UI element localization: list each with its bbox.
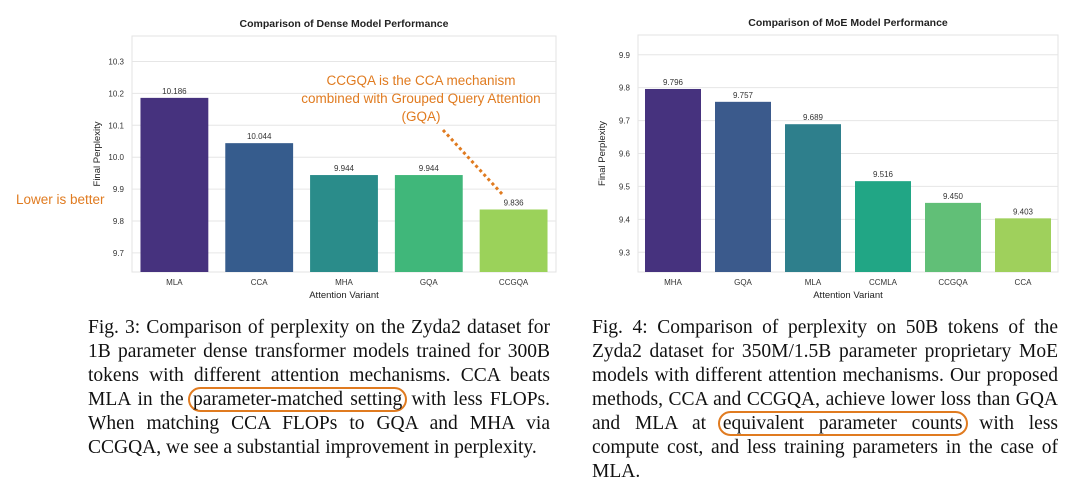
y-tick-label: 9.6 — [619, 150, 631, 159]
caption-highlight: parameter-matched setting — [187, 387, 408, 412]
x-tick-label: CCGQA — [499, 278, 529, 287]
y-tick-label: 9.3 — [619, 248, 631, 257]
y-tick-label: 9.9 — [619, 51, 631, 60]
caption-text: Fig. 3: Comparison of perplexity on the … — [88, 317, 550, 410]
data-label: 10.186 — [162, 87, 187, 96]
lower-is-better-annotation: Lower is better — [16, 192, 105, 207]
data-label: 9.450 — [943, 192, 964, 201]
dense-chart-panel: 9.7 9.8 9.9 10.0 10.1 10.2 10.3 10.186 MLA 10.044… — [0, 0, 560, 461]
annotation-arrow — [441, 128, 505, 197]
y-tick-label: 10.0 — [108, 153, 124, 162]
data-label: 10.044 — [247, 132, 272, 141]
x-axis-label: Attention Variant — [309, 290, 379, 301]
y-tick-label: 9.4 — [619, 215, 631, 224]
figure-3-caption: Fig. 3: Comparison of perplexity on the … — [88, 316, 550, 460]
x-tick-label: GQA — [420, 278, 438, 287]
caption-text: with less FLOPs. When matching CCA FLOPs… — [88, 389, 551, 458]
bar — [715, 101, 771, 272]
y-axis-label: Final Perplexity — [92, 121, 103, 186]
y-tick-label: 10.1 — [108, 121, 124, 130]
caption-text: Fig. 4: Comparison of perplexity on 50B … — [592, 317, 1058, 434]
data-label: 9.757 — [733, 91, 754, 100]
bar — [479, 209, 548, 272]
x-tick-label: CCGQA — [938, 278, 968, 287]
dense-chart: 9.7 9.8 9.9 10.0 10.1 10.2 10.3 10.186 MLA 10.044… — [92, 18, 557, 301]
x-tick-label: CCA — [251, 278, 269, 287]
bar — [785, 124, 841, 273]
data-label: 9.796 — [663, 78, 684, 87]
bar — [645, 88, 701, 272]
ccgqa-annotation: CCGQA is the CCA mechanism combined with… — [301, 73, 541, 124]
y-tick-label: 10.2 — [108, 89, 124, 98]
y-tick-label: 9.7 — [113, 249, 125, 258]
x-tick-label: CCMLA — [869, 278, 898, 287]
x-tick-label: GQA — [734, 278, 752, 287]
moe-chart-panel: 9.3 9.4 9.5 9.6 9.7 9.8 9.9 9.796 MHA 9.757 GQA 9.6… — [560, 0, 1080, 461]
bar — [140, 97, 209, 272]
y-tick-label: 9.5 — [619, 182, 631, 191]
bar — [995, 218, 1051, 272]
bar — [394, 175, 463, 272]
bar — [225, 143, 294, 272]
data-label: 9.403 — [1013, 207, 1034, 216]
y-tick-label: 9.8 — [619, 84, 631, 93]
bar — [925, 202, 981, 272]
x-tick-label: MLA — [166, 278, 183, 287]
bar — [855, 181, 911, 272]
x-tick-label: CCA — [1015, 278, 1033, 287]
y-tick-label: 9.9 — [113, 185, 125, 194]
data-label: 9.944 — [334, 164, 355, 173]
chart-title: Comparison of Dense Model Performance — [240, 18, 449, 30]
y-axis-label: Final Perplexity — [597, 121, 608, 186]
moe-chart: 9.3 9.4 9.5 9.6 9.7 9.8 9.9 9.796 MHA 9.757 GQA 9.6… — [597, 17, 1059, 301]
data-label: 9.689 — [803, 113, 824, 122]
chart-title: Comparison of MoE Model Performance — [748, 17, 948, 29]
figure-4-caption: Fig. 4: Comparison of perplexity on 50B … — [592, 316, 1058, 484]
data-label: 9.516 — [873, 170, 894, 179]
bar — [310, 175, 378, 272]
x-axis-label: Attention Variant — [813, 290, 883, 301]
y-tick-label: 10.3 — [108, 58, 124, 67]
y-tick-label: 9.8 — [113, 217, 125, 226]
caption-highlight: equivalent parameter counts — [717, 411, 968, 436]
x-tick-label: MHA — [664, 278, 682, 287]
y-tick-label: 9.7 — [619, 117, 631, 126]
x-tick-label: MHA — [335, 278, 353, 287]
data-label: 9.944 — [419, 164, 440, 173]
x-tick-label: MLA — [805, 278, 822, 287]
data-label: 9.836 — [504, 198, 525, 207]
